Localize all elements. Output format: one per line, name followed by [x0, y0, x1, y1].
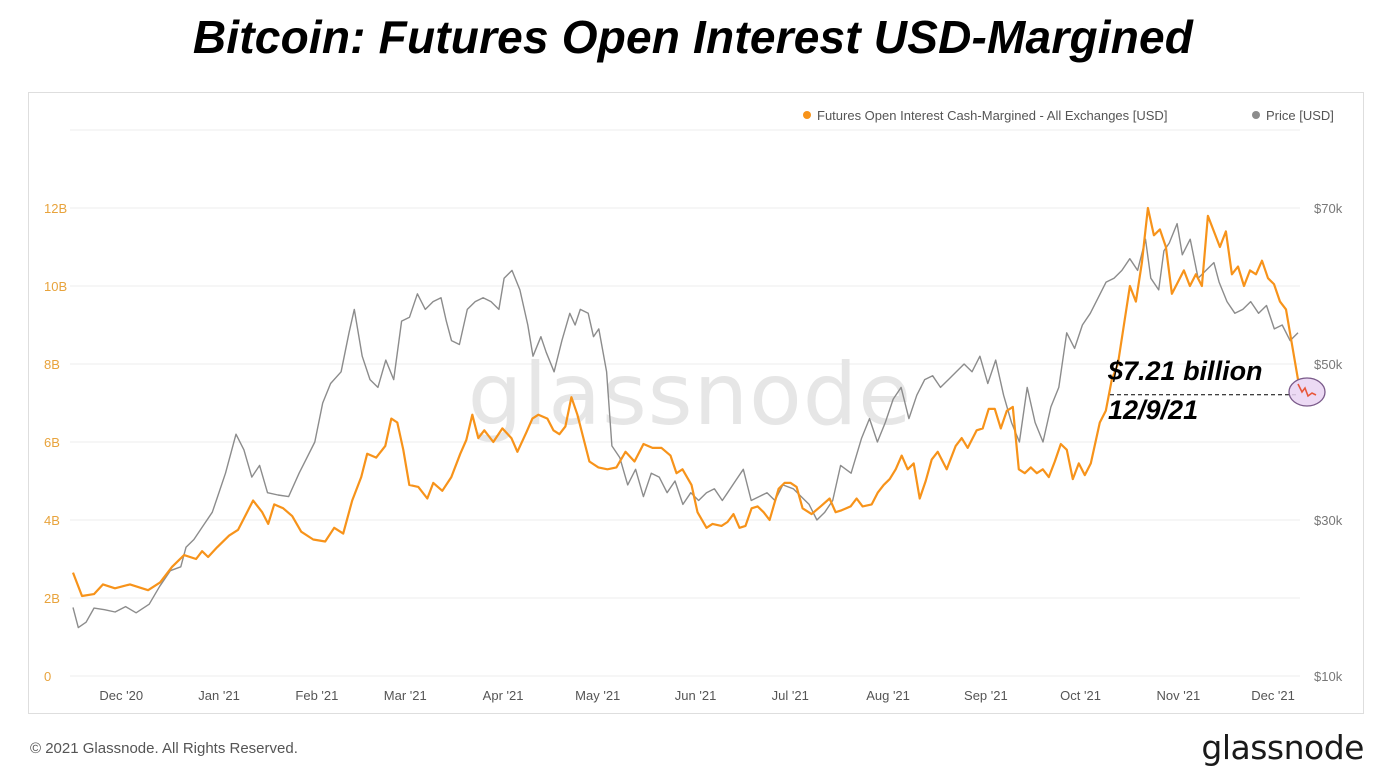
left-tick-label: 2B — [44, 591, 60, 606]
left-tick-label: 10B — [44, 279, 67, 294]
left-tick-label: 6B — [44, 435, 60, 450]
right-tick-label: $30k — [1314, 513, 1343, 528]
x-tick-label: Nov '21 — [1157, 688, 1201, 703]
right-tick-label: $50k — [1314, 357, 1343, 372]
series-lines — [71, 206, 1300, 629]
orange-dot-icon — [803, 111, 811, 119]
legend-label-price: Price [USD] — [1266, 107, 1334, 123]
open-interest-line — [71, 206, 1300, 598]
gray-dot-icon — [1252, 111, 1260, 119]
x-tick-label: Jul '21 — [772, 688, 809, 703]
right-axis: $10k $30k $50k $70k — [1314, 201, 1343, 684]
legend-item-price[interactable]: Price [USD] — [1252, 106, 1334, 124]
left-tick-label: 12B — [44, 201, 67, 216]
x-axis: Dec '20 Jan '21 Feb '21 Mar '21 Apr '21 May '… — [99, 688, 1294, 703]
x-tick-label: Jun '21 — [675, 688, 717, 703]
x-tick-label: Jan '21 — [198, 688, 240, 703]
x-tick-label: Sep '21 — [964, 688, 1008, 703]
x-tick-label: Dec '20 — [99, 688, 143, 703]
annotation-recent-segment — [1297, 383, 1317, 398]
annotation-marks — [1110, 377, 1326, 407]
x-tick-label: May '21 — [575, 688, 620, 703]
annotation-date: 12/9/21 — [1108, 395, 1199, 425]
right-tick-label: $10k — [1314, 669, 1343, 684]
left-tick-label: 4B — [44, 513, 60, 528]
x-tick-label: Apr '21 — [483, 688, 524, 703]
right-tick-label: $70k — [1314, 201, 1343, 216]
x-tick-label: Aug '21 — [866, 688, 910, 703]
legend-item-open-interest[interactable]: Futures Open Interest Cash-Margined - Al… — [803, 106, 1167, 124]
copyright-text: © 2021 Glassnode. All Rights Reserved. — [30, 740, 298, 757]
x-tick-label: Dec '21 — [1251, 688, 1295, 703]
left-tick-label: 8B — [44, 357, 60, 372]
left-tick-label: 0 — [44, 669, 51, 684]
x-tick-label: Mar '21 — [384, 688, 427, 703]
left-axis: 0 2B 4B 6B 8B 10B 12B — [44, 201, 67, 684]
x-tick-label: Oct '21 — [1060, 688, 1101, 703]
annotation-value: $7.21 billion — [1108, 356, 1263, 386]
legend-label-open-interest: Futures Open Interest Cash-Margined - Al… — [817, 107, 1168, 123]
chart-title: Bitcoin: Futures Open Interest USD-Margi… — [192, 11, 1194, 63]
x-tick-label: Feb '21 — [295, 688, 338, 703]
brand-logo: glassnode — [1201, 728, 1364, 767]
price-line — [72, 222, 1299, 629]
chart-frame — [28, 92, 1364, 714]
watermark: glassnode — [468, 345, 912, 445]
